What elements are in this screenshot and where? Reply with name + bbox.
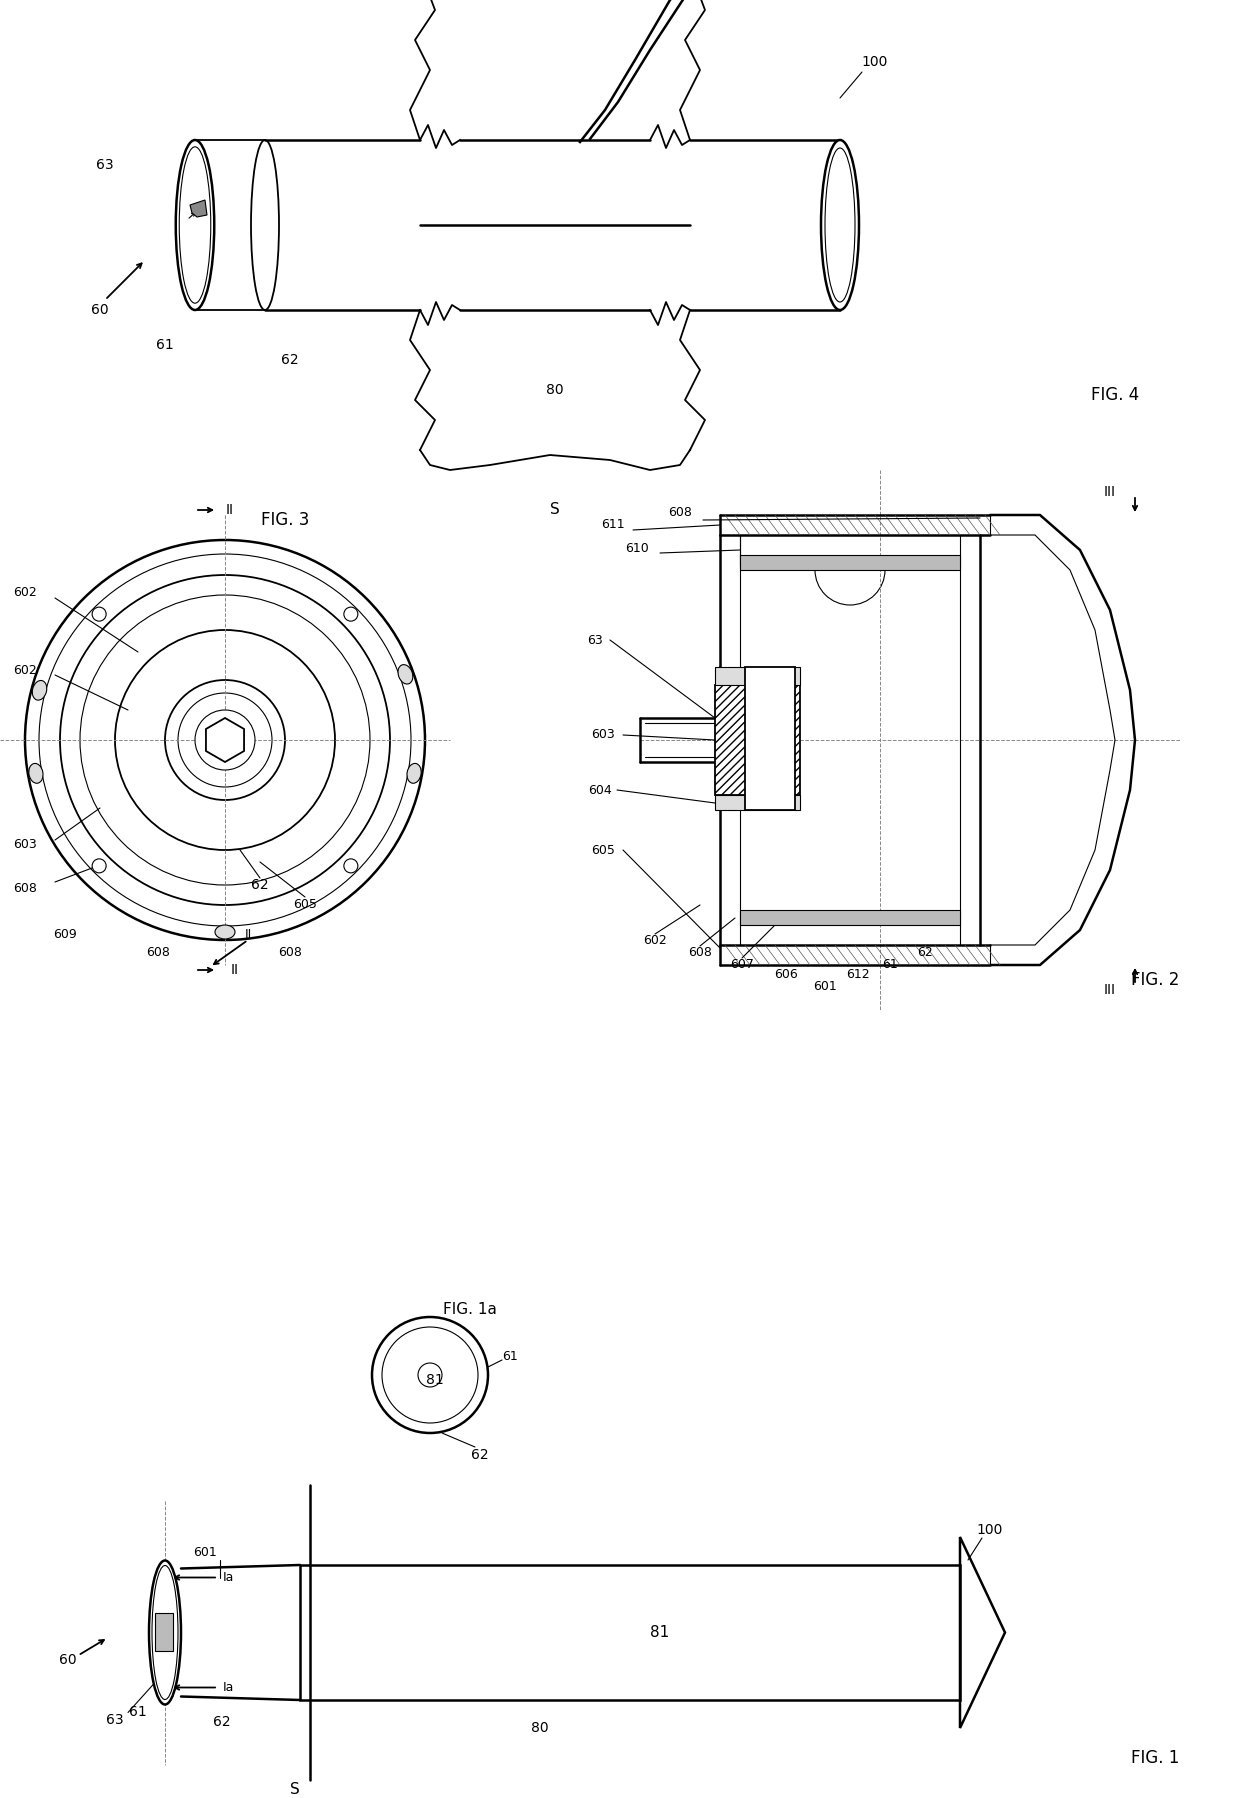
Text: 61: 61 xyxy=(129,1705,146,1719)
Text: 612: 612 xyxy=(846,969,869,982)
Bar xyxy=(715,667,800,685)
Text: III: III xyxy=(1104,485,1116,500)
Text: 608: 608 xyxy=(146,946,170,958)
Text: 63: 63 xyxy=(107,1713,124,1728)
Text: FIG. 1a: FIG. 1a xyxy=(443,1302,497,1318)
Text: 606: 606 xyxy=(774,969,797,982)
Text: II: II xyxy=(244,928,252,942)
Text: 80: 80 xyxy=(546,383,564,397)
Text: Ia: Ia xyxy=(222,1681,233,1694)
Ellipse shape xyxy=(29,764,43,784)
Text: 63: 63 xyxy=(587,633,603,647)
Text: FIG. 3: FIG. 3 xyxy=(260,511,309,529)
Text: 608: 608 xyxy=(688,946,712,958)
Bar xyxy=(740,556,960,570)
Text: S: S xyxy=(290,1782,300,1798)
Bar xyxy=(300,1564,960,1699)
Bar xyxy=(155,1613,174,1651)
Text: II: II xyxy=(226,503,234,518)
Text: 607: 607 xyxy=(730,958,754,971)
Text: 609: 609 xyxy=(53,928,77,942)
Text: 610: 610 xyxy=(625,541,649,554)
Text: 62: 62 xyxy=(252,877,269,892)
Text: FIG. 4: FIG. 4 xyxy=(1091,387,1140,405)
Text: 605: 605 xyxy=(293,899,317,912)
Polygon shape xyxy=(206,717,244,762)
Circle shape xyxy=(92,608,107,620)
Text: 62: 62 xyxy=(471,1447,489,1462)
Text: 608: 608 xyxy=(14,881,37,894)
Ellipse shape xyxy=(176,140,215,309)
Circle shape xyxy=(343,608,358,620)
Circle shape xyxy=(195,710,255,770)
Text: 602: 602 xyxy=(14,586,37,599)
Text: FIG. 1: FIG. 1 xyxy=(1131,1749,1179,1767)
Text: 80: 80 xyxy=(531,1721,549,1735)
Text: II: II xyxy=(231,964,239,976)
Bar xyxy=(745,667,795,811)
Text: 100: 100 xyxy=(862,56,888,68)
Ellipse shape xyxy=(398,665,413,683)
Text: 61: 61 xyxy=(156,338,174,352)
Ellipse shape xyxy=(215,924,236,939)
Text: 81: 81 xyxy=(427,1374,444,1386)
Text: 62: 62 xyxy=(213,1715,231,1730)
Text: 61: 61 xyxy=(882,958,898,971)
Ellipse shape xyxy=(32,680,47,699)
Ellipse shape xyxy=(821,140,859,309)
Text: S: S xyxy=(551,502,560,518)
Text: 63: 63 xyxy=(97,158,114,173)
Text: 60: 60 xyxy=(92,304,109,316)
Text: 604: 604 xyxy=(588,784,611,797)
Text: 605: 605 xyxy=(591,843,615,856)
Text: Ia: Ia xyxy=(222,1571,233,1584)
Text: 60: 60 xyxy=(60,1654,77,1667)
Text: 81: 81 xyxy=(650,1625,670,1640)
Text: 62: 62 xyxy=(281,352,299,367)
Text: 601: 601 xyxy=(193,1546,217,1559)
Ellipse shape xyxy=(407,764,422,784)
Ellipse shape xyxy=(149,1561,181,1705)
Text: 62: 62 xyxy=(918,946,932,958)
Text: 601: 601 xyxy=(813,980,837,992)
Text: 602: 602 xyxy=(14,663,37,676)
Bar xyxy=(715,795,800,811)
Circle shape xyxy=(92,859,107,872)
Bar xyxy=(740,910,960,924)
Text: 608: 608 xyxy=(278,946,301,958)
Text: 100: 100 xyxy=(977,1523,1003,1537)
Text: 603: 603 xyxy=(591,728,615,741)
Text: 603: 603 xyxy=(14,838,37,852)
Text: 611: 611 xyxy=(601,518,625,532)
Text: 602: 602 xyxy=(644,933,667,946)
Text: FIG. 2: FIG. 2 xyxy=(1131,971,1179,989)
Text: III: III xyxy=(1104,984,1116,998)
Polygon shape xyxy=(190,200,207,218)
Ellipse shape xyxy=(250,140,279,309)
Text: 61: 61 xyxy=(502,1350,518,1363)
Bar xyxy=(715,685,800,795)
Text: 608: 608 xyxy=(668,507,692,520)
Circle shape xyxy=(343,859,358,872)
